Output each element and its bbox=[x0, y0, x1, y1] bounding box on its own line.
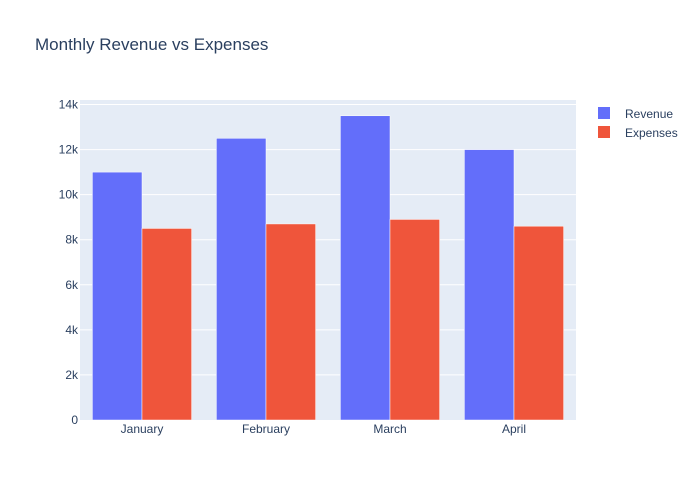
legend-item-revenue[interactable]: Revenue bbox=[598, 107, 673, 121]
bar-revenue-april[interactable] bbox=[464, 149, 515, 421]
legend-label: Revenue bbox=[625, 107, 673, 121]
bar-expenses-january[interactable] bbox=[141, 228, 192, 421]
bars bbox=[92, 115, 564, 421]
legend: Revenue Expenses bbox=[598, 107, 678, 140]
x-tick-label: February bbox=[242, 422, 290, 436]
y-tick-label: 10k bbox=[59, 188, 79, 202]
x-tick-label: April bbox=[502, 422, 526, 436]
legend-item-expenses[interactable]: Expenses bbox=[598, 126, 678, 140]
bar-expenses-february[interactable] bbox=[265, 223, 316, 421]
y-tick-label: 8k bbox=[65, 233, 79, 247]
legend-label: Expenses bbox=[625, 126, 678, 140]
y-axis-ticks: 0 2k 4k 6k 8k 10k 12k 14k bbox=[59, 98, 79, 427]
x-axis-ticks: January February March April bbox=[121, 422, 526, 436]
bar-expenses-april[interactable] bbox=[513, 225, 564, 421]
x-tick-label: January bbox=[121, 422, 164, 436]
y-tick-label: 6k bbox=[65, 278, 79, 292]
bar-expenses-march[interactable] bbox=[389, 219, 440, 421]
y-tick-label: 2k bbox=[65, 368, 79, 382]
y-tick-label: 14k bbox=[59, 98, 79, 112]
x-tick-label: March bbox=[373, 422, 406, 436]
bar-revenue-january[interactable] bbox=[92, 171, 143, 421]
bar-revenue-february[interactable] bbox=[216, 138, 267, 421]
chart-title: Monthly Revenue vs Expenses bbox=[35, 35, 268, 54]
legend-swatch bbox=[598, 107, 610, 119]
bar-revenue-march[interactable] bbox=[340, 115, 391, 421]
y-tick-label: 12k bbox=[59, 143, 79, 157]
y-tick-label: 0 bbox=[71, 413, 78, 427]
y-tick-label: 4k bbox=[65, 323, 79, 337]
legend-swatch bbox=[598, 126, 610, 138]
